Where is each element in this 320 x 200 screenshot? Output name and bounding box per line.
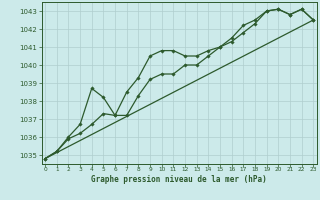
- X-axis label: Graphe pression niveau de la mer (hPa): Graphe pression niveau de la mer (hPa): [91, 175, 267, 184]
